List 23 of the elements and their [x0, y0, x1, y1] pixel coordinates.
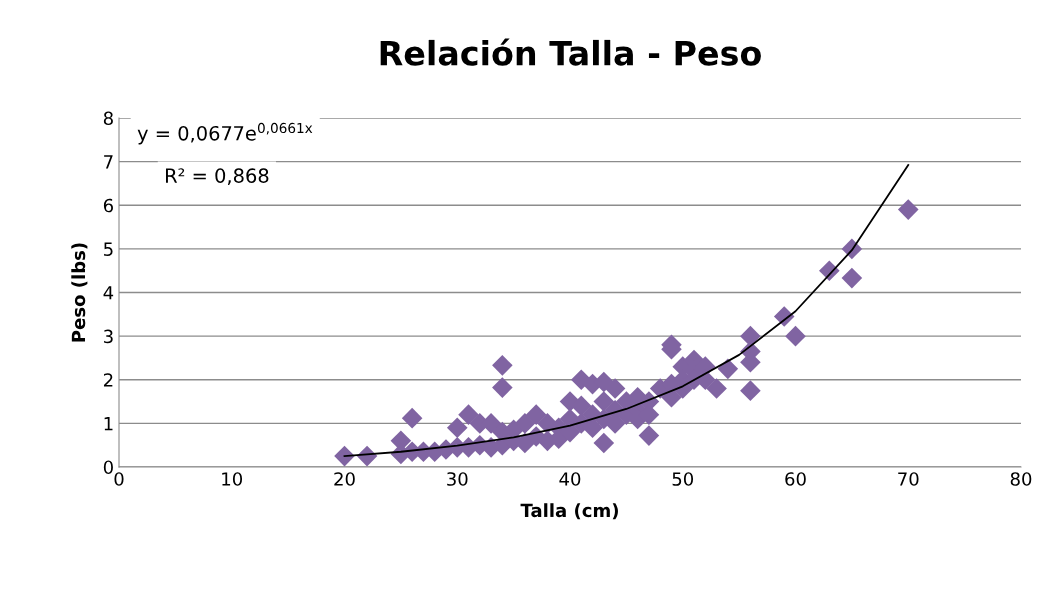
y-tick-label: 6 — [103, 198, 113, 213]
x-tick-label: 30 — [447, 472, 468, 486]
y-tick-label: 8 — [103, 111, 113, 126]
annotation: R² = 0,868 — [166, 168, 269, 185]
annotation: y = 0,0677e$^{0,0661x}$ — [137, 122, 313, 145]
y-tick-label: 5 — [104, 242, 113, 256]
y-tick-label: 7 — [104, 155, 113, 169]
x-tick-label: 0 — [114, 472, 124, 486]
x-tick-label: 20 — [334, 472, 355, 486]
x-tick-label: 10 — [222, 472, 243, 486]
x-tick-label: 40 — [559, 472, 581, 486]
y-tick-label: 3 — [104, 329, 113, 344]
y-tick-label: 4 — [103, 286, 114, 300]
x-tick-label: 60 — [785, 472, 806, 486]
y-tick-label: 1 — [104, 417, 113, 431]
y-axis-title: Peso (lbs) — [71, 243, 88, 342]
x-axis-title: Talla (cm) — [520, 503, 618, 520]
x-tick-label: 70 — [898, 472, 919, 486]
y-tick-label: 0 — [103, 460, 113, 475]
x-tick-label: 80 — [1010, 472, 1032, 486]
chart-title: Relación Talla - Peso — [380, 38, 761, 66]
y-tick-label: 2 — [103, 373, 113, 387]
x-tick-label: 50 — [672, 472, 694, 486]
